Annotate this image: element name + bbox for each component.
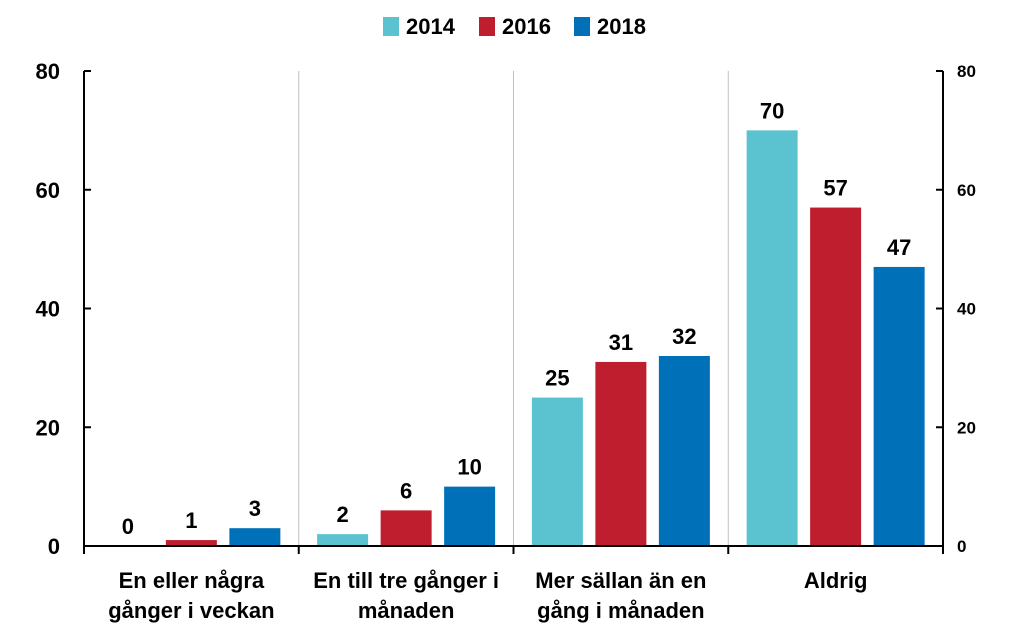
bar-2016-cat2 bbox=[380, 510, 432, 546]
y-tick-label-right: 80 bbox=[957, 62, 976, 81]
data-label-2018-cat4: 47 bbox=[887, 235, 911, 260]
y-tick-label-left: 40 bbox=[36, 297, 60, 322]
legend-swatch-2014 bbox=[383, 17, 399, 36]
bar-2018-cat3 bbox=[658, 356, 710, 546]
data-label-2014-cat2: 2 bbox=[337, 502, 349, 527]
data-label-2016-cat3: 31 bbox=[609, 330, 633, 355]
y-tick-label-right: 60 bbox=[957, 181, 976, 200]
data-label-2014-cat4: 70 bbox=[760, 98, 784, 123]
bar-2016-cat1 bbox=[165, 540, 217, 546]
category-label-3: gång i månaden bbox=[537, 598, 704, 623]
legend-swatch-2018 bbox=[574, 17, 590, 36]
data-label-2018-cat3: 32 bbox=[672, 324, 696, 349]
data-label-2016-cat1: 1 bbox=[185, 508, 197, 533]
data-label-2016-cat2: 6 bbox=[400, 478, 412, 503]
legend-label-2016: 2016 bbox=[502, 14, 551, 39]
data-label-2014-cat3: 25 bbox=[545, 366, 569, 391]
y-tick-label-left: 80 bbox=[36, 59, 60, 84]
bar-2016-cat3 bbox=[595, 361, 647, 546]
y-tick-label-left: 20 bbox=[36, 415, 60, 440]
category-label-1: gånger i veckan bbox=[108, 598, 274, 623]
y-tick-label-right: 40 bbox=[957, 300, 976, 319]
data-label-2018-cat2: 10 bbox=[457, 455, 481, 480]
y-tick-label-left: 60 bbox=[36, 178, 60, 203]
y-tick-label-right: 20 bbox=[957, 418, 976, 437]
legend-swatch-2016 bbox=[479, 17, 495, 36]
y-tick-label-left: 0 bbox=[48, 534, 60, 559]
data-label-2016-cat4: 57 bbox=[823, 176, 847, 201]
legend-label-2018: 2018 bbox=[597, 14, 646, 39]
category-label-4: Aldrig bbox=[804, 568, 868, 593]
bar-2014-cat4 bbox=[746, 130, 798, 546]
category-label-2: månaden bbox=[358, 598, 455, 623]
bar-2014-cat3 bbox=[531, 397, 583, 546]
category-label-1: En eller några bbox=[119, 568, 265, 593]
category-label-2: En till tre gånger i bbox=[313, 568, 499, 593]
y-tick-label-right: 0 bbox=[957, 537, 966, 556]
legend-label-2014: 2014 bbox=[406, 14, 456, 39]
category-label-3: Mer sällan än en bbox=[535, 568, 706, 593]
bar-2014-cat2 bbox=[317, 534, 369, 546]
data-label-2014-cat1: 0 bbox=[122, 514, 134, 539]
bar-2018-cat4 bbox=[873, 266, 925, 546]
bar-2018-cat1 bbox=[229, 528, 281, 546]
data-label-2018-cat1: 3 bbox=[249, 496, 261, 521]
bar-2018-cat2 bbox=[444, 486, 496, 546]
bar-2016-cat4 bbox=[810, 207, 862, 546]
